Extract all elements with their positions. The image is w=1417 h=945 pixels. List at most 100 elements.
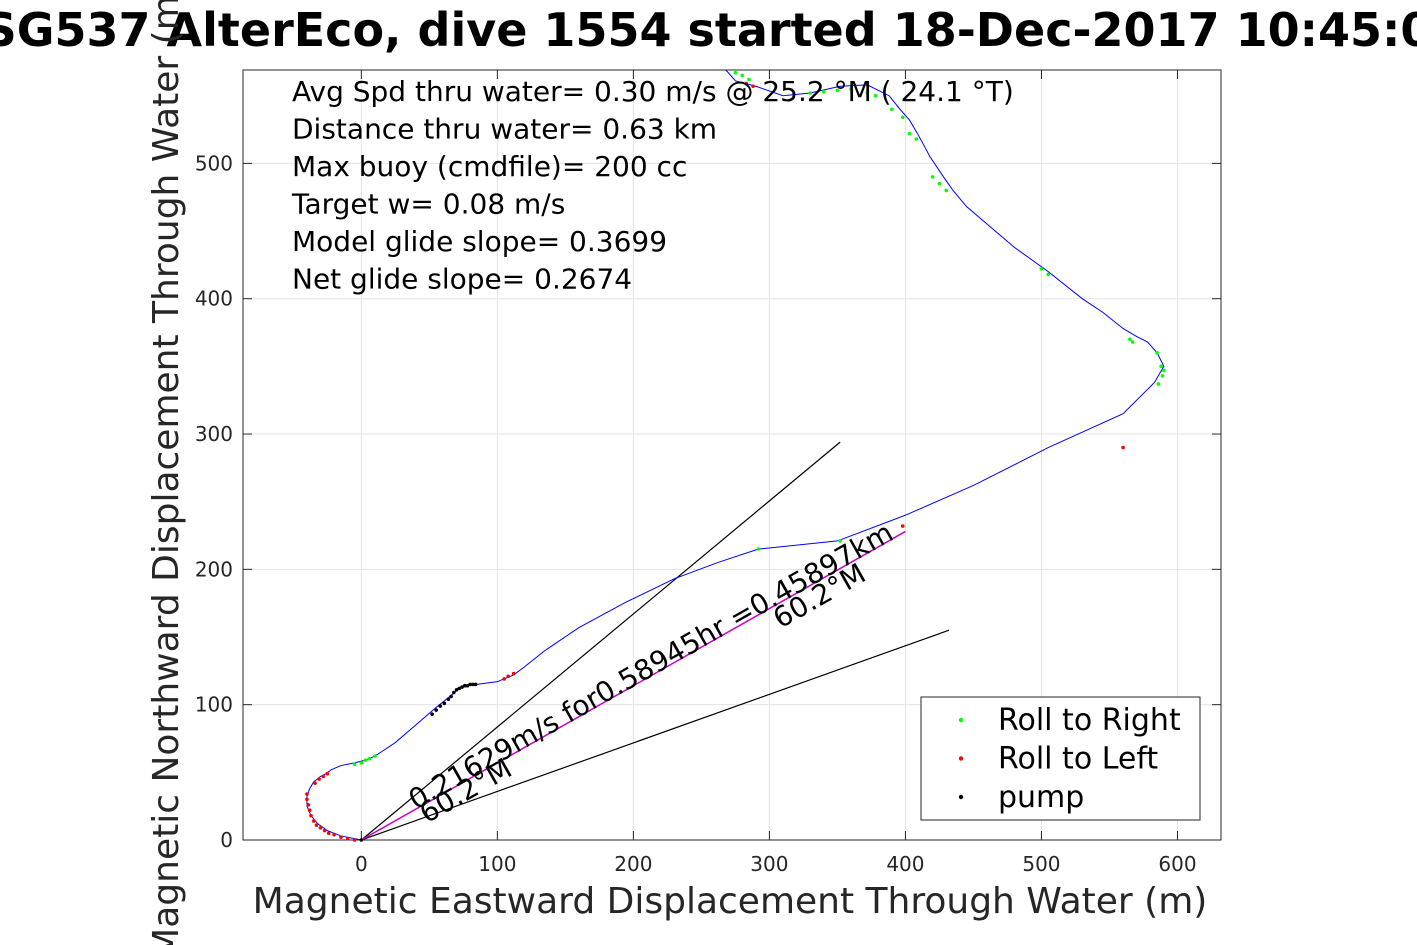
pump-point bbox=[442, 701, 447, 706]
roll-to-right-point bbox=[1046, 272, 1051, 277]
stat-line: Max buoy (cmdfile)= 200 cc bbox=[292, 150, 687, 183]
roll-to-right-point bbox=[363, 758, 368, 762]
y-tick-label: 500 bbox=[195, 151, 233, 175]
heading-cone-line bbox=[360, 441, 841, 841]
roll-to-left-point bbox=[326, 831, 331, 836]
roll-to-right-point bbox=[1156, 382, 1161, 386]
roll-to-right-point bbox=[907, 131, 912, 136]
roll-to-right-point bbox=[747, 77, 751, 82]
pump-point bbox=[430, 712, 434, 716]
roll-to-left-point bbox=[314, 823, 319, 827]
legend-marker bbox=[958, 794, 964, 800]
roll-to-right-point bbox=[352, 762, 357, 767]
x-tick-label: 200 bbox=[614, 852, 652, 876]
pump-point bbox=[457, 686, 462, 691]
pump-point bbox=[460, 685, 464, 689]
roll-to-left-point bbox=[506, 674, 511, 679]
x-axis-label: Magnetic Eastward Displacement Through W… bbox=[253, 881, 1208, 922]
roll-to-right-point bbox=[890, 107, 894, 112]
x-tick-label: 500 bbox=[1022, 852, 1060, 876]
roll-to-left-point bbox=[511, 671, 516, 676]
roll-to-right-point bbox=[838, 539, 842, 543]
roll-to-left-point bbox=[321, 774, 326, 779]
roll-to-left-point bbox=[352, 838, 357, 842]
legend-label: Roll to Right bbox=[998, 703, 1181, 738]
current-vector-line bbox=[360, 530, 906, 841]
pump-point bbox=[468, 682, 472, 687]
roll-to-right-point bbox=[1162, 368, 1166, 373]
pump-point bbox=[454, 687, 459, 692]
y-tick-label: 100 bbox=[195, 693, 233, 717]
roll-to-left-point bbox=[325, 771, 330, 776]
legend-label: pump bbox=[998, 780, 1084, 815]
roll-to-left-point bbox=[332, 832, 336, 837]
legend-marker bbox=[958, 756, 964, 761]
roll-to-left-point bbox=[309, 813, 313, 818]
roll-to-right-point bbox=[1159, 364, 1163, 369]
roll-to-right-point bbox=[1130, 340, 1135, 344]
x-tick-label: 400 bbox=[886, 852, 924, 876]
pump-point bbox=[438, 704, 443, 708]
roll-to-right-point bbox=[937, 181, 942, 186]
pump-point bbox=[449, 694, 453, 699]
roll-to-left-point bbox=[322, 828, 327, 833]
pump-point bbox=[446, 697, 451, 702]
roll-to-left-point bbox=[305, 797, 309, 802]
x-tick-label: 300 bbox=[750, 852, 788, 876]
pump-point bbox=[465, 683, 470, 688]
stat-line: Net glide slope= 0.2674 bbox=[292, 263, 632, 296]
roll-to-right-point bbox=[865, 91, 870, 95]
roll-to-right-point bbox=[873, 93, 878, 98]
stat-line: Avg Spd thru water= 0.30 m/s @ 25.2 °M (… bbox=[292, 75, 1014, 108]
roll-to-right-point bbox=[359, 761, 364, 765]
y-tick-label: 400 bbox=[195, 287, 233, 311]
roll-to-left-point bbox=[305, 792, 309, 796]
roll-to-left-point bbox=[317, 777, 321, 781]
roll-to-left-point bbox=[1121, 445, 1125, 450]
y-tick-label: 300 bbox=[195, 422, 233, 446]
roll-to-right-point bbox=[914, 137, 919, 141]
roll-to-left-point bbox=[318, 826, 323, 830]
x-tick-label: 0 bbox=[355, 852, 368, 876]
stat-line: Model glide slope= 0.3699 bbox=[292, 225, 667, 258]
roll-to-right-point bbox=[1155, 351, 1159, 355]
roll-to-right-point bbox=[373, 754, 377, 758]
pump-point bbox=[471, 682, 475, 687]
roll-to-right-point bbox=[900, 115, 905, 120]
stat-line: Target w= 0.08 m/s bbox=[291, 188, 565, 221]
legend-label: Roll to Left bbox=[998, 742, 1158, 777]
roll-to-right-point bbox=[808, 91, 813, 95]
roll-to-right-point bbox=[944, 188, 949, 193]
y-tick-label: 0 bbox=[220, 828, 233, 852]
pump-point bbox=[473, 682, 478, 687]
roll-to-left-point bbox=[751, 84, 755, 89]
legend-marker bbox=[958, 717, 964, 723]
roll-to-right-point bbox=[1160, 374, 1165, 378]
pump-point bbox=[462, 683, 467, 688]
legend-box bbox=[920, 696, 1201, 821]
stats-block: Avg Spd thru water= 0.30 m/s @ 25.2 °M (… bbox=[291, 75, 1014, 296]
plot-frame bbox=[242, 69, 1222, 841]
x-tick-label: 100 bbox=[478, 852, 516, 876]
stat-line: Distance thru water= 0.63 km bbox=[292, 113, 717, 146]
roll-to-right-point bbox=[756, 547, 761, 551]
x-tick-label: 600 bbox=[1158, 852, 1196, 876]
roll-to-right-point bbox=[849, 87, 853, 91]
axis-ticks: 0 100 200 300 400 500 600 0 100 200 300 400 500 bbox=[195, 70, 1221, 876]
roll-to-left-point bbox=[345, 836, 350, 841]
roll-to-left-point bbox=[313, 781, 317, 785]
roll-to-right-point bbox=[367, 757, 372, 761]
roll-to-left-point bbox=[307, 808, 312, 813]
roll-to-left-point bbox=[311, 819, 316, 823]
roll-to-left-point bbox=[306, 803, 311, 807]
roll-to-left-point bbox=[744, 81, 749, 86]
chart-title: SG537 AlterEco, dive 1554 started 18-Dec… bbox=[0, 3, 1417, 57]
y-tick-label: 200 bbox=[195, 557, 233, 581]
roll-to-right-point bbox=[835, 88, 840, 93]
pump-point bbox=[359, 838, 364, 842]
pump-point bbox=[452, 690, 456, 695]
